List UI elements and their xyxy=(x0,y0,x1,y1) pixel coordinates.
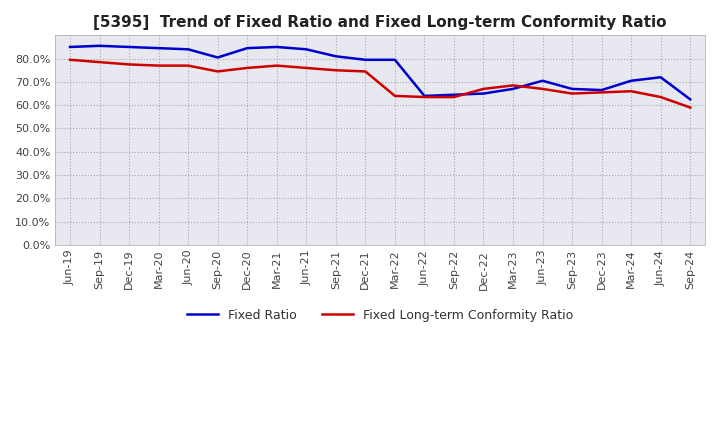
Fixed Long-term Conformity Ratio xyxy=(686,105,695,110)
Fixed Long-term Conformity Ratio xyxy=(331,68,340,73)
Fixed Ratio xyxy=(480,91,488,96)
Fixed Long-term Conformity Ratio xyxy=(66,57,74,62)
Fixed Ratio xyxy=(302,47,310,52)
Fixed Long-term Conformity Ratio xyxy=(125,62,133,67)
Fixed Long-term Conformity Ratio xyxy=(539,86,547,92)
Fixed Long-term Conformity Ratio xyxy=(598,90,606,95)
Fixed Ratio xyxy=(539,78,547,84)
Fixed Long-term Conformity Ratio xyxy=(627,88,636,94)
Line: Fixed Ratio: Fixed Ratio xyxy=(70,46,690,99)
Fixed Long-term Conformity Ratio xyxy=(449,95,458,100)
Fixed Ratio xyxy=(331,54,340,59)
Fixed Ratio xyxy=(66,44,74,50)
Legend: Fixed Ratio, Fixed Long-term Conformity Ratio: Fixed Ratio, Fixed Long-term Conformity … xyxy=(182,304,578,327)
Fixed Ratio xyxy=(125,44,133,50)
Fixed Long-term Conformity Ratio xyxy=(302,65,310,70)
Fixed Ratio xyxy=(627,78,636,84)
Fixed Long-term Conformity Ratio xyxy=(154,63,163,68)
Fixed Ratio xyxy=(213,55,222,60)
Fixed Long-term Conformity Ratio xyxy=(243,65,251,70)
Fixed Long-term Conformity Ratio xyxy=(184,63,192,68)
Fixed Ratio xyxy=(243,45,251,51)
Fixed Ratio xyxy=(184,47,192,52)
Fixed Long-term Conformity Ratio xyxy=(657,95,665,100)
Fixed Ratio xyxy=(154,45,163,51)
Fixed Ratio xyxy=(95,43,104,48)
Fixed Ratio xyxy=(598,88,606,93)
Fixed Ratio xyxy=(686,97,695,102)
Fixed Long-term Conformity Ratio xyxy=(361,69,369,74)
Fixed Long-term Conformity Ratio xyxy=(568,91,577,96)
Fixed Long-term Conformity Ratio xyxy=(272,63,281,68)
Fixed Long-term Conformity Ratio xyxy=(390,93,399,99)
Fixed Ratio xyxy=(568,86,577,92)
Fixed Ratio xyxy=(449,92,458,97)
Fixed Long-term Conformity Ratio xyxy=(480,86,488,92)
Title: [5395]  Trend of Fixed Ratio and Fixed Long-term Conformity Ratio: [5395] Trend of Fixed Ratio and Fixed Lo… xyxy=(94,15,667,30)
Fixed Ratio xyxy=(361,57,369,62)
Fixed Ratio xyxy=(272,44,281,50)
Fixed Long-term Conformity Ratio xyxy=(420,95,428,100)
Fixed Long-term Conformity Ratio xyxy=(95,59,104,65)
Fixed Ratio xyxy=(657,75,665,80)
Fixed Ratio xyxy=(390,57,399,62)
Fixed Ratio xyxy=(509,86,518,92)
Line: Fixed Long-term Conformity Ratio: Fixed Long-term Conformity Ratio xyxy=(70,60,690,107)
Fixed Long-term Conformity Ratio xyxy=(509,83,518,88)
Fixed Long-term Conformity Ratio xyxy=(213,69,222,74)
Fixed Ratio xyxy=(420,93,428,99)
